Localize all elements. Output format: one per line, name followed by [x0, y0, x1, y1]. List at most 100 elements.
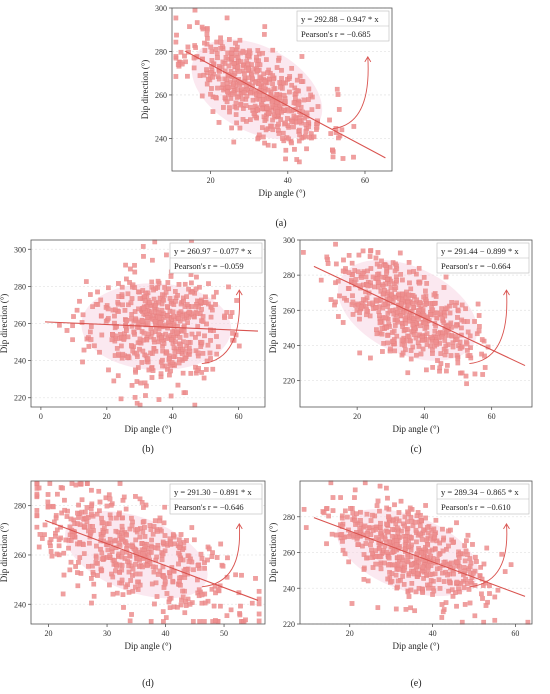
- data-point: [249, 600, 255, 606]
- data-point: [125, 559, 130, 564]
- data-point: [402, 561, 407, 567]
- data-point: [417, 531, 423, 537]
- data-point: [157, 518, 163, 524]
- data-point: [402, 327, 408, 332]
- data-point: [191, 567, 196, 573]
- data-point: [202, 560, 207, 566]
- data-point: [411, 304, 416, 310]
- data-point: [174, 330, 180, 336]
- data-point: [395, 525, 400, 531]
- data-point: [215, 85, 220, 91]
- data-point: [360, 297, 366, 302]
- data-point: [308, 92, 314, 98]
- data-point: [408, 338, 413, 344]
- data-point: [223, 55, 229, 60]
- data-point: [450, 344, 456, 350]
- data-point: [365, 578, 371, 584]
- data-point: [145, 321, 151, 327]
- data-point: [454, 579, 460, 585]
- data-point: [39, 536, 45, 541]
- data-point: [271, 86, 277, 92]
- data-point: [465, 348, 470, 353]
- data-point: [374, 327, 379, 333]
- data-point: [275, 109, 280, 115]
- data-point: [168, 393, 174, 399]
- data-point: [139, 500, 145, 505]
- data-point: [206, 546, 212, 552]
- regression-line: [313, 265, 526, 367]
- data-point: [201, 619, 207, 624]
- data-point: [158, 371, 164, 377]
- x-tick-label: 60: [361, 176, 369, 185]
- y-tick-label: 260: [14, 551, 26, 560]
- data-point: [361, 552, 367, 557]
- data-point: [256, 132, 262, 138]
- data-point: [464, 341, 470, 347]
- data-point: [394, 333, 400, 339]
- data-point: [108, 515, 114, 521]
- data-point: [129, 383, 135, 388]
- data-point: [353, 277, 359, 282]
- data-point: [80, 312, 86, 318]
- data-point: [129, 312, 135, 317]
- data-point: [104, 503, 110, 509]
- data-point: [418, 351, 424, 357]
- data-point: [145, 563, 150, 569]
- data-point: [374, 276, 380, 281]
- arrow-head: [503, 289, 510, 296]
- data-point: [382, 315, 388, 321]
- data-point: [198, 344, 204, 349]
- x-tick-label: 60: [511, 629, 519, 638]
- data-point: [88, 292, 93, 297]
- data-point: [411, 569, 416, 574]
- data-point: [411, 316, 416, 321]
- data-point: [257, 74, 263, 80]
- data-point: [53, 533, 58, 539]
- data-point: [135, 556, 141, 562]
- data-point: [180, 370, 186, 376]
- pearson-r: Pearson's r = −0.685: [301, 29, 371, 39]
- data-point: [337, 293, 342, 299]
- arrow-head: [364, 56, 372, 63]
- data-point: [357, 526, 363, 532]
- data-points: [57, 239, 242, 408]
- data-point: [148, 619, 154, 624]
- data-point: [183, 333, 189, 338]
- data-point: [208, 327, 213, 333]
- data-point: [365, 283, 371, 289]
- data-point: [324, 254, 330, 260]
- data-point: [376, 309, 382, 314]
- data-point: [266, 76, 272, 82]
- data-point: [140, 348, 146, 354]
- data-point: [338, 495, 343, 500]
- data-point: [362, 523, 368, 529]
- data-point: [443, 600, 449, 605]
- data-point: [400, 324, 405, 329]
- data-point: [440, 537, 446, 543]
- data-point: [133, 316, 138, 322]
- data-point: [129, 544, 135, 549]
- data-point: [161, 520, 167, 526]
- data-point: [412, 608, 418, 614]
- scatter-panel-a: 20 40 60 240 260 280 300 Dip angle (°) Dip direc…: [140, 4, 393, 229]
- data-point: [213, 618, 218, 623]
- data-point: [171, 313, 177, 319]
- panel-caption: (c): [410, 444, 421, 455]
- data-point: [209, 86, 214, 91]
- data-point: [130, 348, 136, 354]
- data-point: [186, 339, 191, 345]
- pearson-r: Pearson's r = −0.664: [441, 261, 511, 271]
- data-point: [437, 586, 443, 591]
- data-point: [428, 312, 434, 317]
- data-point: [463, 576, 468, 582]
- data-point: [459, 325, 464, 331]
- data-point: [373, 553, 379, 559]
- data-point: [167, 574, 173, 579]
- data-point: [135, 324, 140, 330]
- data-point: [159, 335, 165, 340]
- data-point: [225, 89, 230, 95]
- data-point: [525, 619, 531, 625]
- data-point: [370, 565, 376, 570]
- data-point: [385, 576, 391, 582]
- data-point: [126, 569, 132, 575]
